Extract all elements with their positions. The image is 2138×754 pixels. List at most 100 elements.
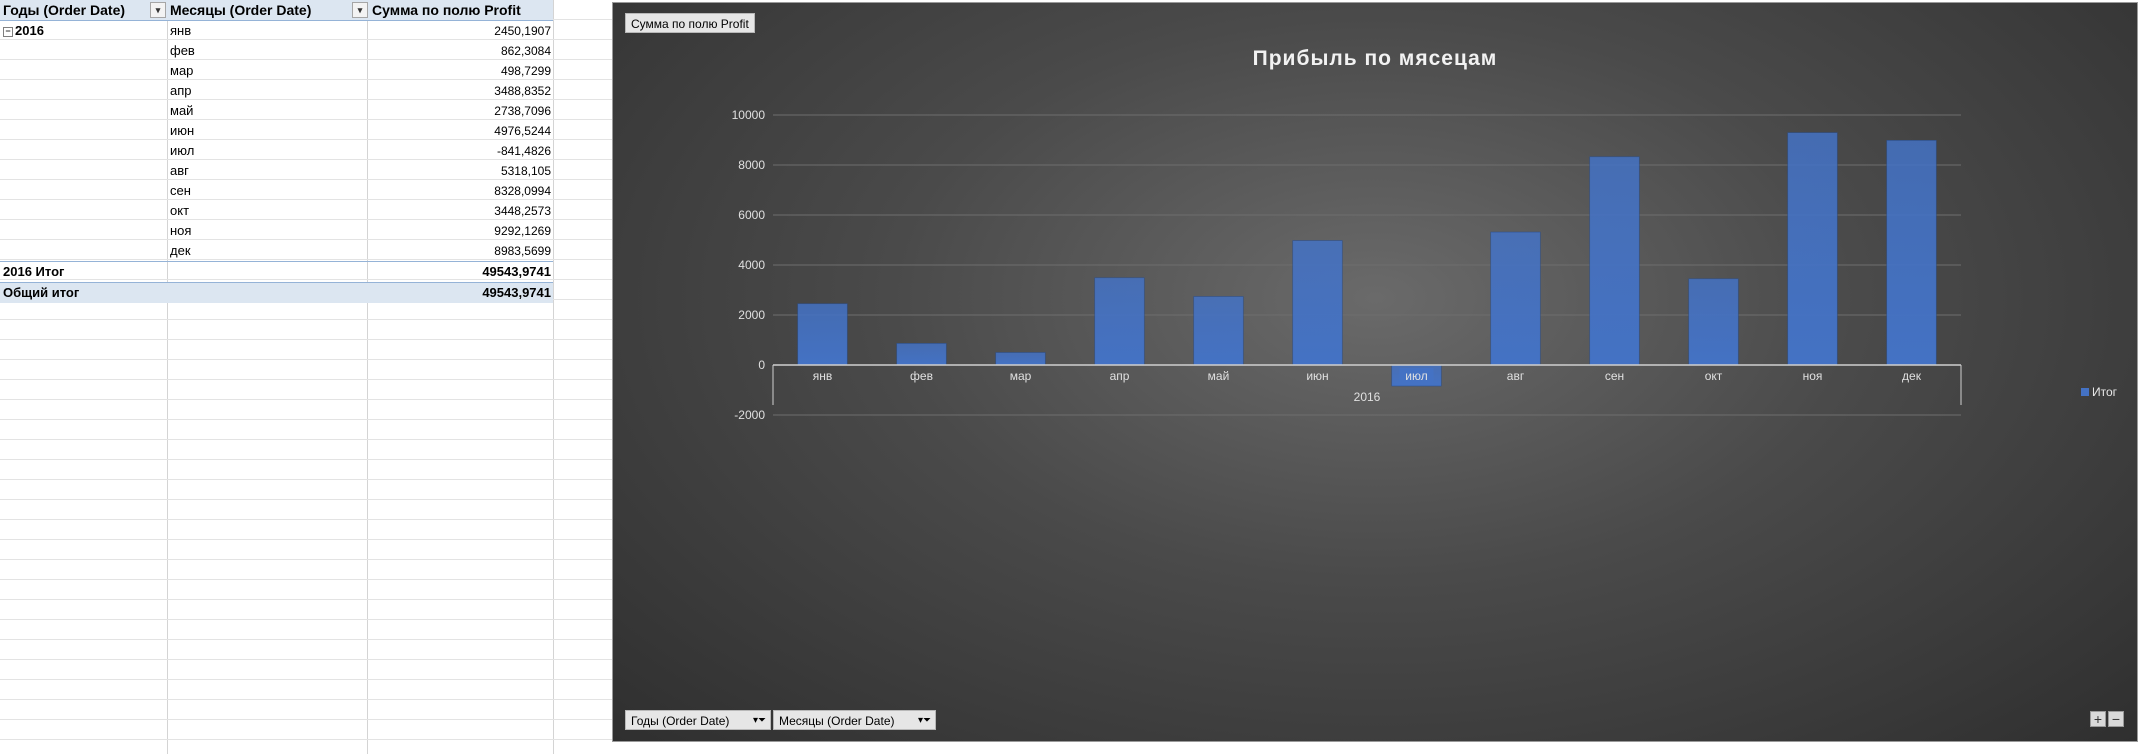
month-cell: ноя (170, 223, 192, 238)
pivot-header-row: Годы (Order Date) ▾ Месяцы (Order Date) … (0, 0, 553, 21)
plot-area: -2000 0 2000 4000 6000 8000 10000 янв фев мар апр м… (732, 108, 1962, 422)
bar (797, 303, 848, 366)
y-tick-label: 0 (758, 358, 765, 372)
filter-funnel-icon: ▾⏷ (917, 715, 931, 726)
profit-cell: 4976,5244 (494, 124, 551, 138)
zoom-out-button[interactable]: − (2108, 711, 2124, 727)
month-cell: фев (170, 43, 195, 58)
month-cell: май (170, 103, 194, 118)
sum-header: Сумма по полю Profit (372, 2, 521, 18)
collapse-icon[interactable]: − (3, 27, 13, 37)
category-highlight (1399, 368, 1434, 384)
pivot-data-row: мар 498,7299 (0, 61, 553, 81)
profit-cell: 8328,0994 (494, 184, 551, 198)
year-label: 2016 (15, 23, 44, 38)
bar (1292, 240, 1343, 366)
month-cell: окт (170, 203, 190, 218)
pivot-data-row: апр 3488,8352 (0, 81, 553, 101)
pivot-rows: −2016 янв 2450,1907 фев 862,3084 мар 498,7299 а… (0, 21, 553, 261)
profit-cell: 2738,7096 (494, 104, 551, 118)
month-cell: июл (170, 143, 195, 158)
bar (1688, 278, 1739, 366)
profit-cell: -841,4826 (496, 144, 551, 158)
x-tick-label: дек (1902, 369, 1922, 383)
profit-cell: 862,3084 (500, 44, 551, 58)
group-label: 2016 (1354, 390, 1381, 404)
grand-total-label: Общий итог (3, 285, 80, 300)
profit-cell: 3448,2573 (494, 204, 551, 218)
bar (1589, 156, 1640, 366)
pivot-data-row: июн 4976,5244 (0, 121, 553, 141)
legend: Итог (2081, 385, 2117, 399)
profit-cell: 3488,8352 (494, 84, 551, 98)
x-tick-label: июл (1405, 369, 1427, 383)
profit-cell: 5318,105 (500, 164, 551, 178)
month-cell: сен (170, 183, 191, 198)
y-tick-label: -2000 (734, 408, 765, 422)
filter-funnel-icon: ▾⏷ (752, 715, 766, 726)
pivot-data-row: ноя 9292,1269 (0, 221, 553, 241)
bar (896, 343, 947, 366)
y-tick-label: 6000 (738, 208, 765, 222)
pivot-chart[interactable]: Сумма по полю Profit Прибыль по мясецам … (612, 2, 2138, 742)
years-header: Годы (Order Date) (3, 2, 126, 18)
x-tick-label: ноя (1803, 369, 1823, 383)
years-filter-icon[interactable]: ▾ (150, 2, 166, 18)
months-header: Месяцы (Order Date) (170, 2, 312, 18)
month-cell: апр (170, 83, 192, 98)
profit-cell: 498,7299 (500, 64, 551, 78)
bar (1787, 132, 1838, 366)
year-total-label: 2016 Итог (3, 264, 65, 279)
y-tick-label: 2000 (738, 308, 765, 322)
years-filter-label: Годы (Order Date) (631, 714, 730, 728)
grand-total-value: 49543,9741 (482, 285, 551, 300)
month-cell: мар (170, 63, 194, 78)
year-total-row: 2016 Итог 49543,9741 (0, 261, 553, 282)
pivot-table: Годы (Order Date) ▾ Месяцы (Order Date) … (0, 0, 553, 303)
profit-cell: 9292,1269 (494, 224, 551, 238)
x-tick-label: май (1208, 369, 1230, 383)
bar (1886, 140, 1937, 366)
y-tick-label: 4000 (738, 258, 765, 272)
bar (1193, 296, 1244, 366)
pivot-data-row: фев 862,3084 (0, 41, 553, 61)
grand-total-row: Общий итог 49543,9741 (0, 282, 553, 303)
month-cell: авг (170, 163, 189, 178)
pivot-data-row: июл -841,4826 (0, 141, 553, 161)
chart-title: Прибыль по мясецам (1252, 47, 1498, 70)
x-tick-label: июн (1306, 369, 1328, 383)
profit-cell: 8983,5699 (494, 244, 551, 258)
legend-label: Итог (2092, 385, 2118, 399)
bar (1490, 231, 1541, 366)
year-total-value: 49543,9741 (482, 264, 551, 279)
x-tick-label: фев (910, 369, 933, 383)
x-tick-label: мар (1010, 369, 1032, 383)
legend-swatch (2081, 388, 2089, 396)
pivot-data-row: сен 8328,0994 (0, 181, 553, 201)
month-cell: янв (170, 23, 192, 38)
profit-cell: 2450,1907 (494, 24, 551, 38)
zoom-in-button[interactable]: + (2090, 711, 2106, 727)
years-filter-button[interactable]: Годы (Order Date) ▾⏷ (625, 710, 771, 730)
x-tick-label: янв (813, 369, 833, 383)
pivot-data-row: авг 5318,105 (0, 161, 553, 181)
x-tick-label: сен (1605, 369, 1624, 383)
month-cell: июн (170, 123, 195, 138)
month-cell: дек (170, 243, 191, 258)
y-tick-label: 10000 (732, 108, 766, 122)
months-filter-icon[interactable]: ▾ (352, 2, 368, 18)
y-tick-label: 8000 (738, 158, 765, 172)
pivot-data-row: май 2738,7096 (0, 101, 553, 121)
x-tick-label: апр (1110, 369, 1130, 383)
bar (995, 352, 1046, 366)
year-cell[interactable]: −2016 (3, 21, 163, 41)
x-tick-label: авг (1507, 369, 1525, 383)
months-filter-button[interactable]: Месяцы (Order Date) ▾⏷ (773, 710, 936, 730)
months-filter-label: Месяцы (Order Date) (779, 714, 895, 728)
pivot-data-row: дек 8983,5699 (0, 241, 553, 261)
bar (1094, 277, 1145, 366)
pivot-data-row: окт 3448,2573 (0, 201, 553, 221)
pivot-data-row: −2016 янв 2450,1907 (0, 21, 553, 41)
value-field-button[interactable]: Сумма по полю Profit (625, 13, 755, 33)
x-tick-label: окт (1705, 369, 1723, 383)
